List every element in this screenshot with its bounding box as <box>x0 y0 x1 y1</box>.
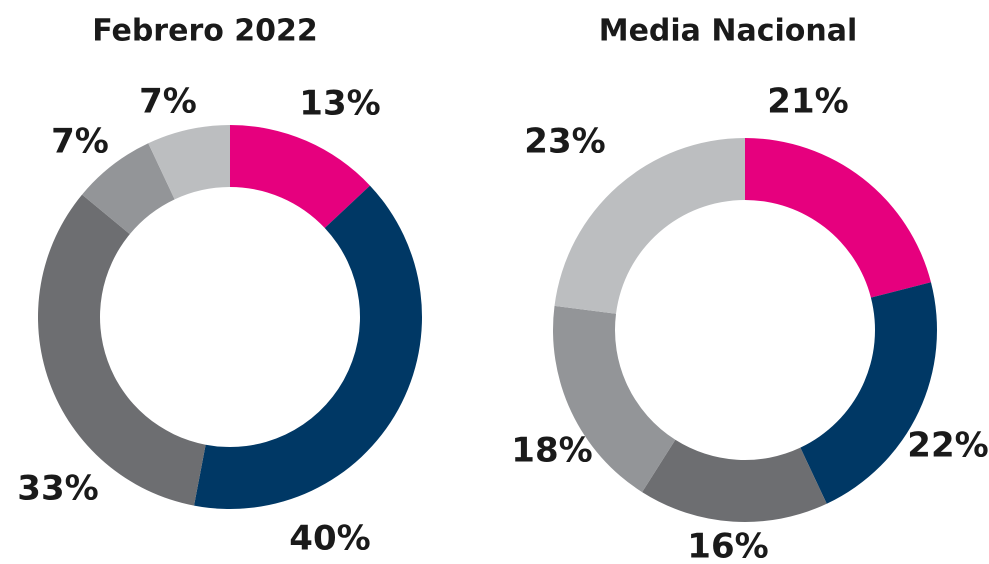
data-label: 23% <box>524 122 605 162</box>
data-label: 7% <box>51 122 109 162</box>
data-label: 40% <box>289 519 370 559</box>
data-label: 21% <box>767 82 848 122</box>
data-label: 16% <box>687 527 768 564</box>
data-label: 33% <box>17 469 98 509</box>
data-label: 7% <box>139 82 197 122</box>
data-label: 18% <box>511 431 592 471</box>
data-label: 22% <box>907 426 988 466</box>
chart-title: Febrero 2022 <box>92 14 318 49</box>
donut-segment <box>37 194 206 506</box>
data-label: 13% <box>299 84 380 124</box>
donut-segment <box>642 439 827 522</box>
donut-segment <box>553 305 676 493</box>
donut-segment <box>230 125 370 229</box>
donut-segment <box>148 125 230 200</box>
donut-segment <box>800 282 937 504</box>
donut-segment <box>554 138 745 314</box>
donut-segment <box>82 143 175 235</box>
donut-segment <box>745 138 931 298</box>
chart-title: Media Nacional <box>599 14 858 49</box>
donut-segment <box>194 185 423 509</box>
